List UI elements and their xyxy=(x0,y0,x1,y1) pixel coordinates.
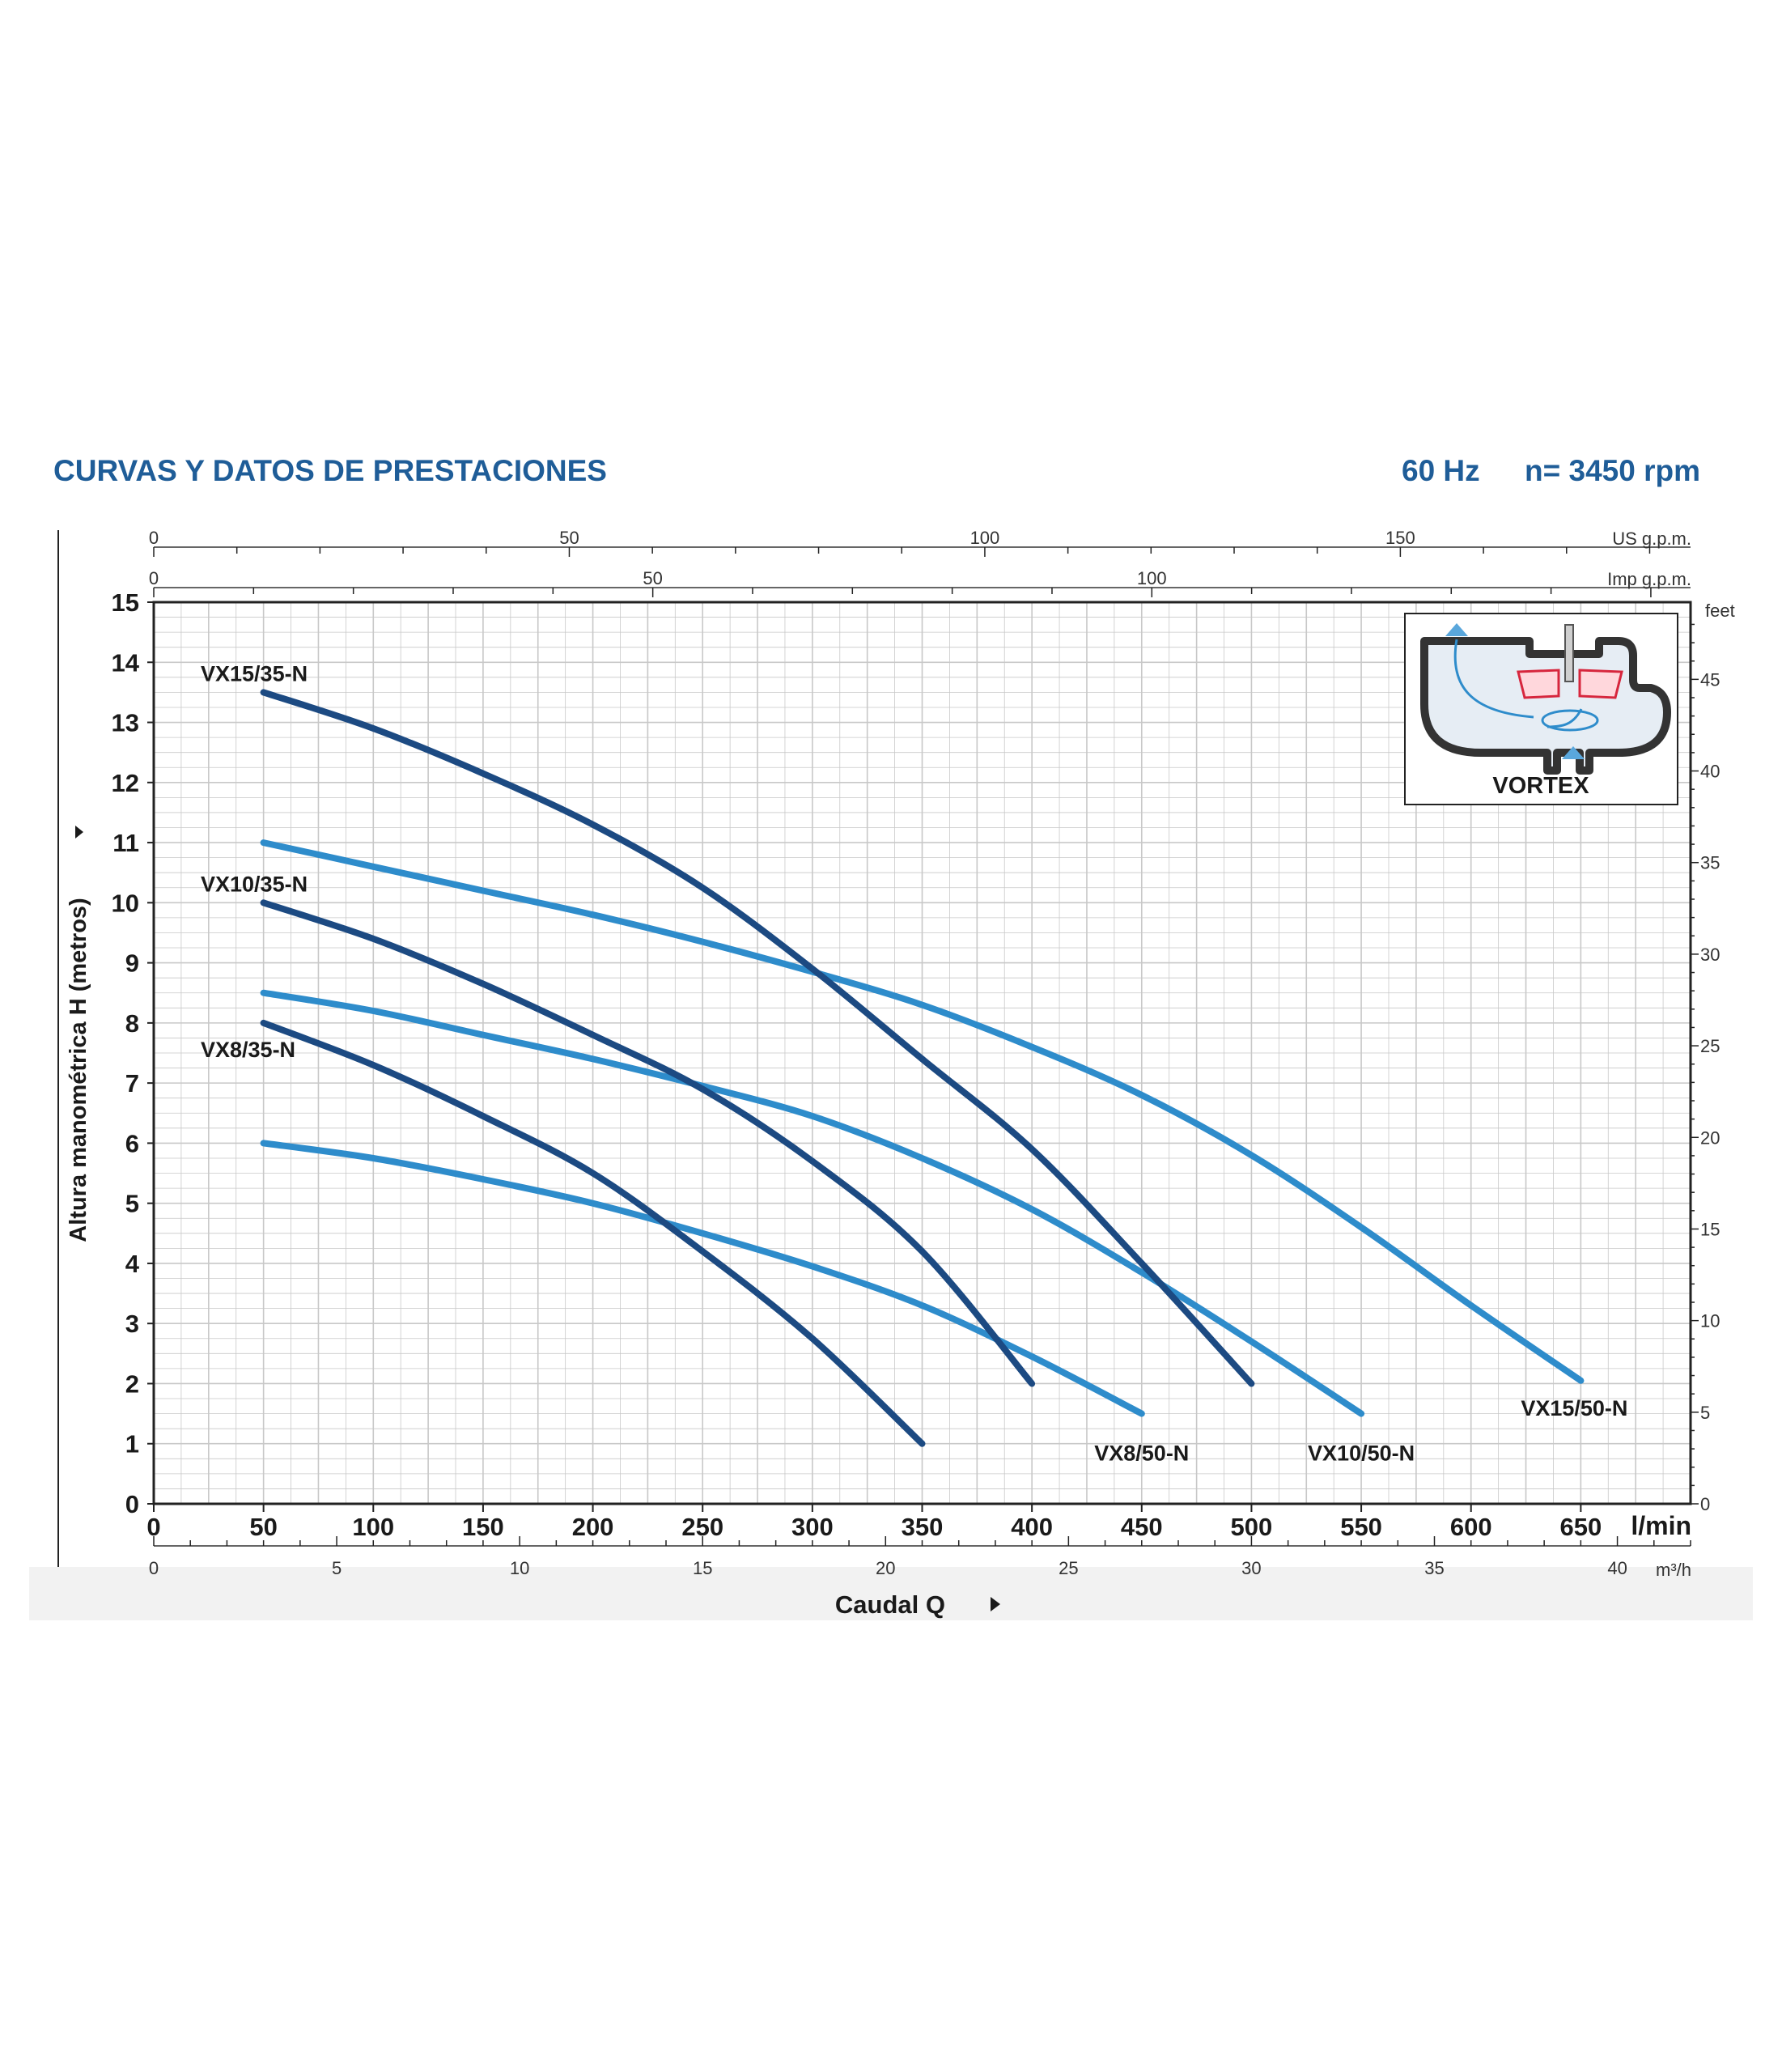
page-title: CURVAS Y DATOS DE PRESTACIONES xyxy=(53,454,607,487)
us-gpm-tick-label: 150 xyxy=(1385,528,1415,548)
x-tick-label: 350 xyxy=(902,1513,944,1541)
vortex-impeller-icon xyxy=(1420,623,1671,775)
feet-tick-label: 40 xyxy=(1700,762,1720,782)
y-tick-label: 4 xyxy=(125,1250,140,1278)
x-axis-unit: l/min xyxy=(1631,1511,1691,1540)
m3h-tick-label: 35 xyxy=(1424,1558,1444,1578)
y-tick-label: 6 xyxy=(125,1129,139,1157)
feet-unit: feet xyxy=(1705,601,1735,621)
y-axis-title: Altura manométrica H (metros) xyxy=(66,898,91,1242)
imp-gpm-tick-label: 50 xyxy=(643,568,662,588)
bottom-band xyxy=(29,1567,1753,1620)
x-axis-arrow-icon xyxy=(991,1597,1000,1611)
y-tick-label: 13 xyxy=(112,709,139,737)
m3h-tick-label: 10 xyxy=(510,1558,529,1578)
x-tick-label: 150 xyxy=(462,1513,504,1541)
m3h-tick-label: 0 xyxy=(149,1558,159,1578)
us-gpm-tick-label: 50 xyxy=(559,528,579,548)
imp-gpm-tick-label: 100 xyxy=(1137,568,1167,588)
y-tick-label: 2 xyxy=(125,1369,139,1398)
x-tick-label: 600 xyxy=(1450,1513,1492,1541)
x-tick-label: 0 xyxy=(146,1513,160,1541)
y-tick-label: 7 xyxy=(125,1069,139,1098)
y-axis-arrow-icon xyxy=(75,826,83,839)
y-tick-label: 12 xyxy=(112,769,139,797)
speed-label: n= 3450 rpm xyxy=(1525,454,1700,487)
y-tick-label: 9 xyxy=(125,949,139,978)
vortex-inset: VORTEX xyxy=(1404,613,1678,805)
series-label-vx10-35-n: VX10/35-N xyxy=(201,872,308,896)
y-tick-label: 15 xyxy=(112,588,139,617)
tick-labels: 0 50 100 150 200 250 300 350 400 450 500 550 600 6500… xyxy=(112,528,1720,1578)
feet-tick-label: 0 xyxy=(1700,1494,1710,1514)
x-tick-label: 650 xyxy=(1559,1513,1602,1541)
imp-gpm-tick-label: 0 xyxy=(149,568,159,588)
y-tick-label: 11 xyxy=(112,829,139,857)
feet-tick-label: 35 xyxy=(1700,853,1720,873)
m3h-unit: m³/h xyxy=(1656,1560,1691,1580)
feet-tick-label: 25 xyxy=(1700,1036,1720,1056)
curve-vx10-35-n xyxy=(260,899,1036,1387)
us-gpm-tick-label: 0 xyxy=(149,528,159,548)
m3h-tick-label: 40 xyxy=(1607,1558,1627,1578)
m3h-tick-label: 30 xyxy=(1241,1558,1261,1578)
feet-tick-label: 5 xyxy=(1700,1403,1710,1423)
feet-tick-label: 30 xyxy=(1700,945,1720,965)
x-tick-label: 400 xyxy=(1011,1513,1053,1541)
us-gpm-unit: US g.p.m. xyxy=(1612,529,1691,549)
x-tick-label: 450 xyxy=(1121,1513,1163,1541)
curve-vx8-50-n xyxy=(260,1140,1145,1417)
series-label-vx8-35-n: VX8/35-N xyxy=(201,1038,295,1062)
curve-vx15-35-n xyxy=(260,689,1255,1387)
y-tick-label: 5 xyxy=(125,1190,139,1218)
us-gpm-tick-label: 100 xyxy=(970,528,1000,548)
y-tick-label: 14 xyxy=(112,648,140,677)
frequency-label: 60 Hz xyxy=(1402,454,1480,487)
curve-vx10-50-n xyxy=(260,989,1365,1417)
curve-vx15-50-n xyxy=(260,839,1585,1384)
top-axes: US g.p.m. Imp g.p.m. xyxy=(154,529,1691,589)
y-tick-label: 0 xyxy=(125,1490,139,1518)
curves xyxy=(260,689,1585,1447)
y-tick-label: 3 xyxy=(125,1310,139,1338)
series-label-vx10-50-n: VX10/50-N xyxy=(1308,1441,1415,1466)
y-tick-label: 1 xyxy=(125,1430,139,1458)
x-axis-title: Caudal Q xyxy=(835,1590,945,1619)
m3h-tick-label: 15 xyxy=(693,1558,712,1578)
series-label-vx15-35-n: VX15/35-N xyxy=(201,661,308,686)
feet-tick-label: 20 xyxy=(1700,1127,1720,1148)
x-tick-label: 100 xyxy=(352,1513,394,1541)
x-tick-label: 200 xyxy=(572,1513,614,1541)
y-tick-label: 8 xyxy=(125,1009,139,1038)
m3h-tick-label: 20 xyxy=(876,1558,895,1578)
vortex-label: VORTEX xyxy=(1492,773,1589,799)
x-tick-label: 300 xyxy=(791,1513,834,1541)
m3h-tick-label: 25 xyxy=(1059,1558,1078,1578)
imp-gpm-unit: Imp g.p.m. xyxy=(1607,569,1691,589)
feet-tick-label: 10 xyxy=(1700,1311,1720,1331)
curve-vx8-35-n xyxy=(260,1019,926,1447)
series-label-vx8-50-n: VX8/50-N xyxy=(1094,1441,1189,1466)
x-tick-label: 550 xyxy=(1340,1513,1382,1541)
y-tick-label: 10 xyxy=(112,889,139,917)
series-label-vx15-50-n: VX15/50-N xyxy=(1521,1396,1627,1420)
series-labels: VX15/50-N VX10/50-N VX8/50-N VX15/35-N VX10/… xyxy=(201,661,1627,1465)
feet-tick-label: 45 xyxy=(1700,669,1720,690)
m3h-tick-label: 5 xyxy=(332,1558,342,1578)
x-tick-label: 50 xyxy=(249,1513,277,1541)
feet-tick-label: 15 xyxy=(1700,1219,1720,1239)
